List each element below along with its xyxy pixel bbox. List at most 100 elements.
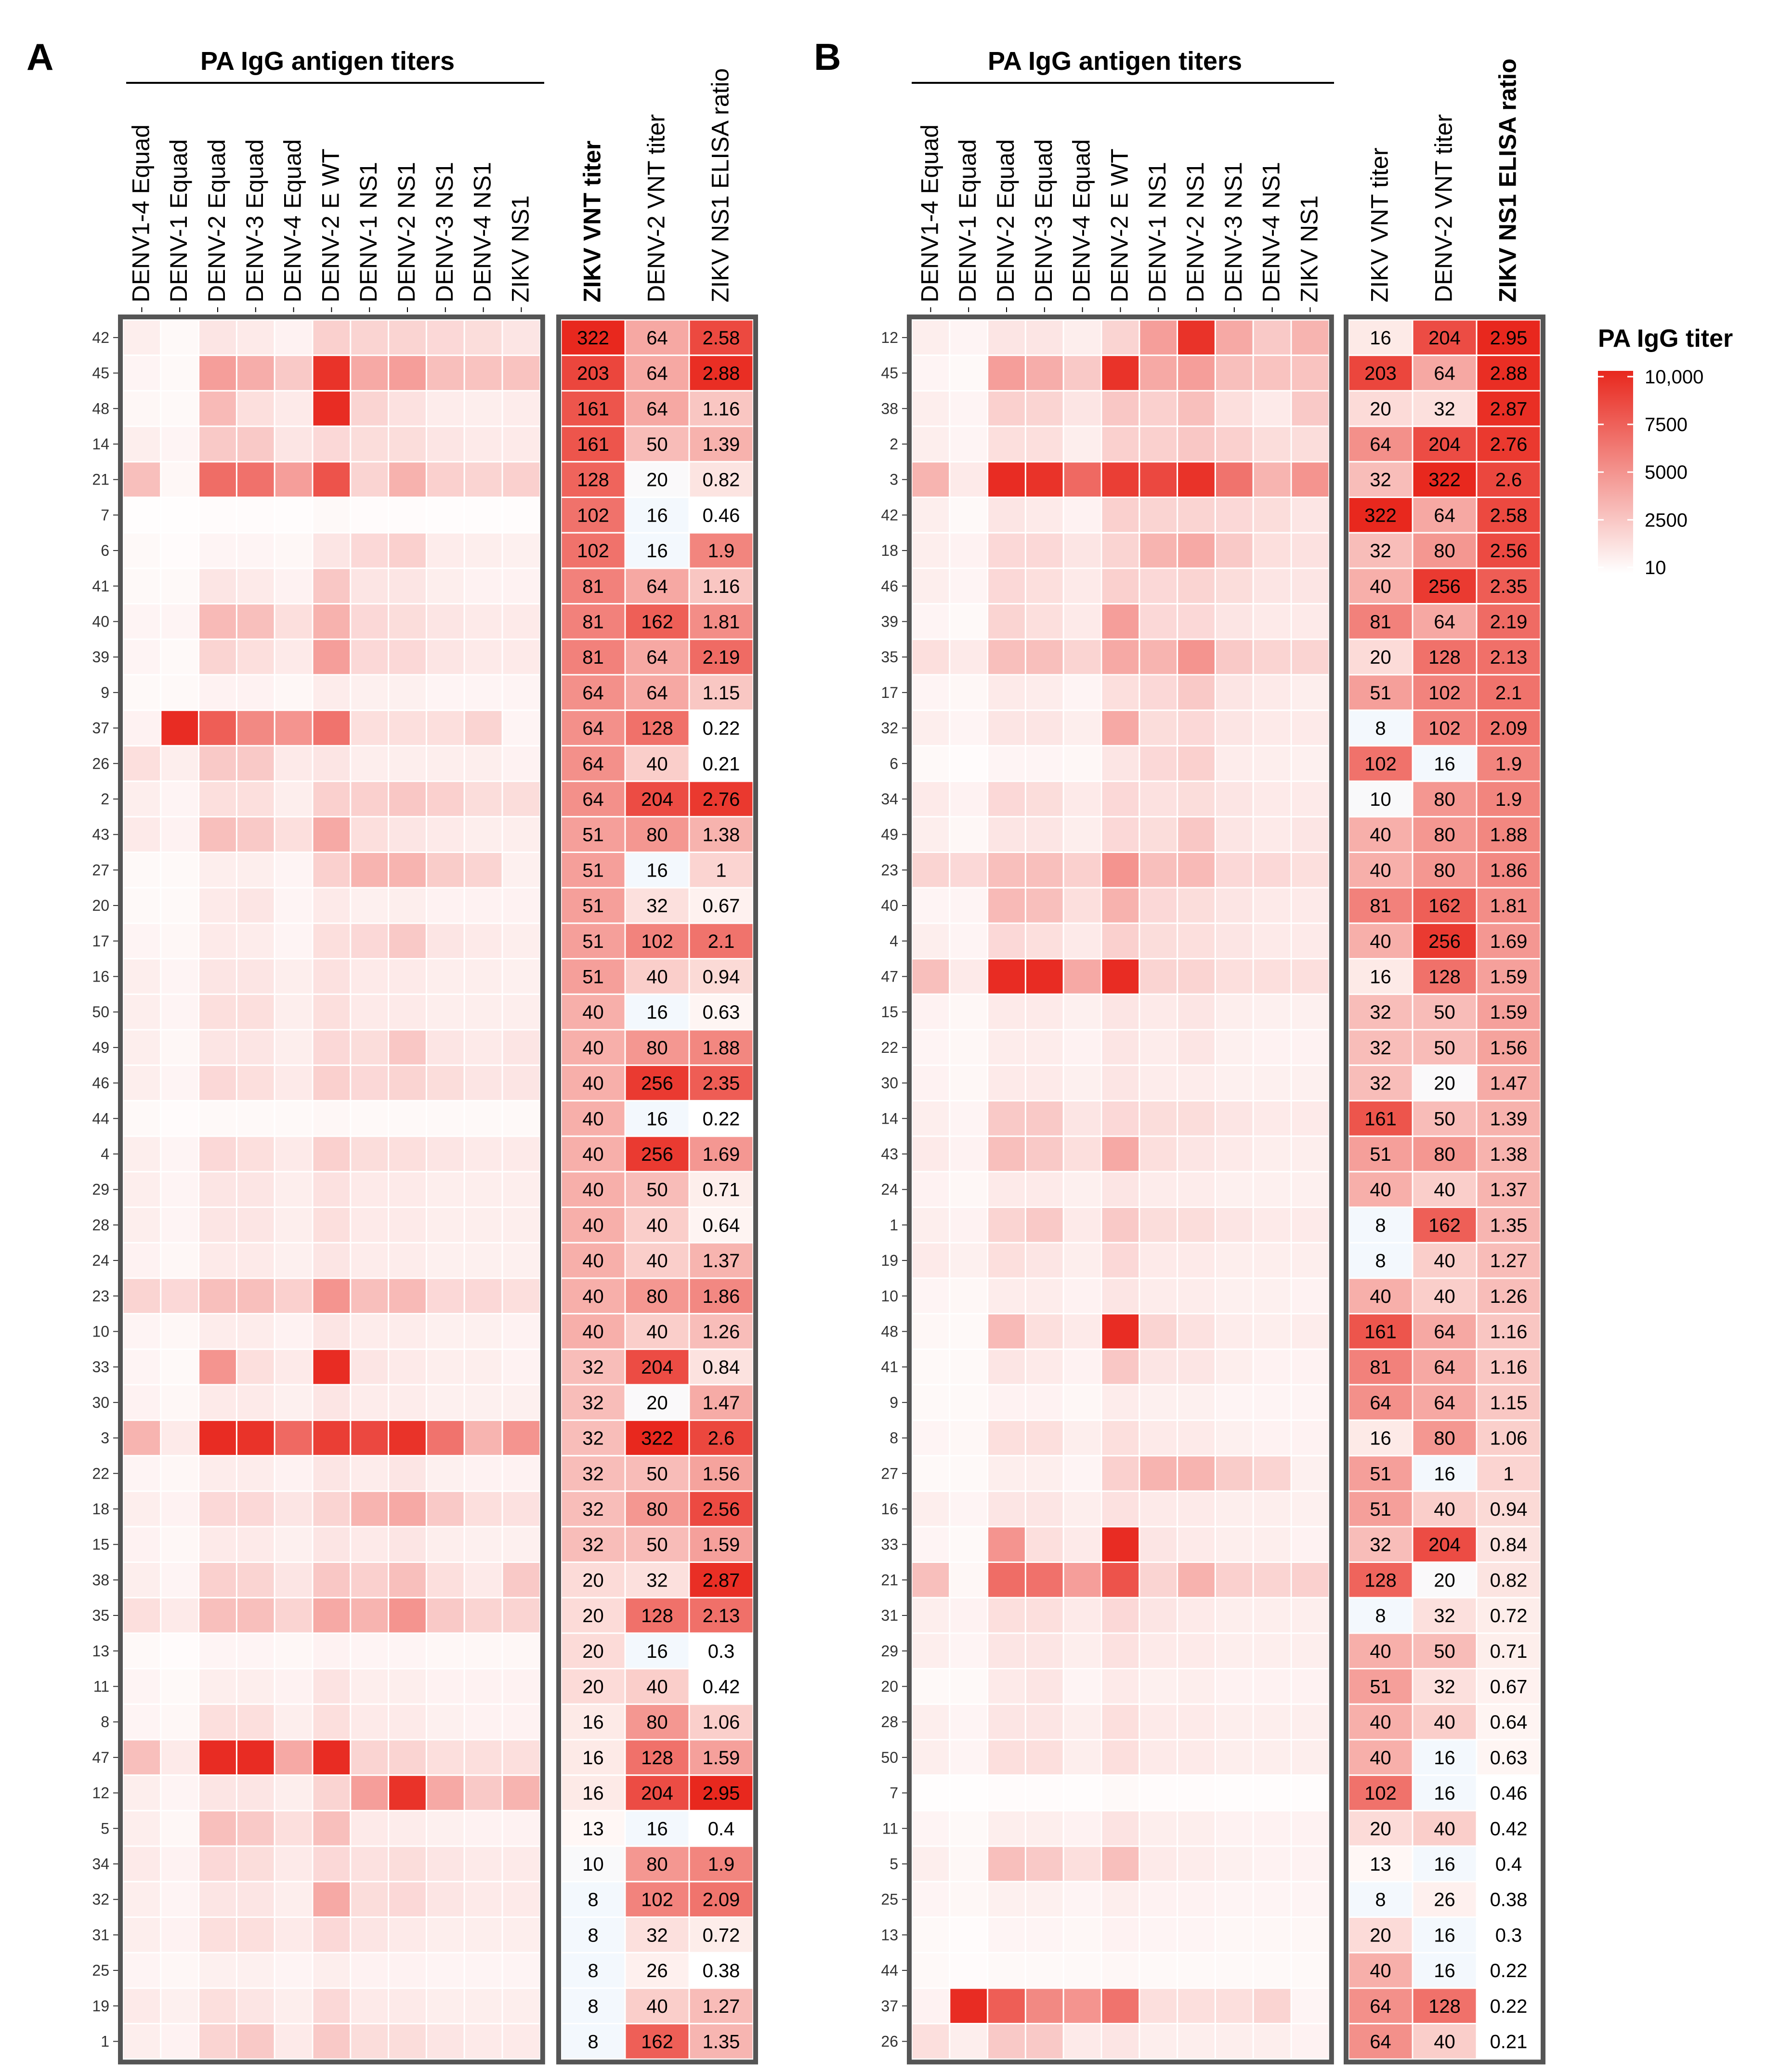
heat-cell — [388, 709, 427, 747]
table-row: 12 16 204 2.95 — [881, 319, 1542, 356]
heat-cell — [463, 1455, 503, 1492]
heat-cell — [501, 1668, 541, 1705]
heat-cell — [1177, 2023, 1216, 2060]
heat-cell — [1062, 1455, 1102, 1492]
heat-cell — [911, 709, 951, 747]
heat-cell — [463, 425, 503, 463]
metric-cell — [1348, 1632, 1414, 1670]
metric-value: 50 — [646, 1180, 668, 1201]
heat-cell — [160, 1561, 200, 1599]
heat-cell — [160, 425, 200, 463]
heat-cell — [987, 461, 1026, 498]
heat-cell — [236, 993, 275, 1031]
antigen-label: DENV-3 Equad — [1030, 139, 1057, 302]
metric-value: 50 — [646, 1463, 668, 1484]
metric-value: 51 — [582, 860, 604, 881]
heat-cell — [1252, 1774, 1292, 1811]
heat-cell — [463, 1313, 503, 1350]
metric-value: 161 — [1364, 1108, 1397, 1129]
table-row: 30 32 20 1.47 — [881, 1064, 1542, 1102]
table-row: 39 81 64 2.19 — [92, 638, 754, 676]
heat-cell — [1290, 887, 1330, 924]
heat-cell — [122, 1384, 162, 1421]
heat-cell — [425, 1135, 465, 1173]
row-id: 50 — [881, 1749, 898, 1766]
row-id: 16 — [881, 1500, 898, 1518]
row-id: 14 — [92, 435, 109, 453]
heat-cell — [1024, 1455, 1064, 1492]
heat-cell — [160, 354, 200, 392]
metric-value: 1.69 — [703, 1144, 740, 1165]
heat-cell — [350, 1171, 390, 1208]
heat-cell — [388, 1632, 427, 1670]
heat-cell — [198, 745, 237, 782]
heat-cell — [388, 958, 427, 995]
metric-cell — [1348, 1313, 1414, 1350]
heat-cell — [1177, 709, 1216, 747]
metric-cell — [1412, 1029, 1478, 1066]
heat-cell — [1062, 1526, 1102, 1563]
row-id: 11 — [882, 1820, 898, 1837]
heat-cell — [350, 1206, 390, 1244]
heat-cell — [1024, 1277, 1064, 1315]
heat-cell — [312, 425, 352, 463]
row-id: 41 — [92, 577, 109, 595]
heat-cell — [312, 638, 352, 676]
heat-cell — [463, 532, 503, 569]
metric-value: 64 — [1370, 1392, 1391, 1414]
heat-cell — [122, 1881, 162, 1918]
metric-value: 1.59 — [703, 1747, 740, 1769]
heat-cell — [312, 461, 352, 498]
table-row: 34 10 80 1.9 — [92, 1845, 754, 1883]
heat-cell — [312, 1739, 352, 1776]
table-row: 44 40 16 0.22 — [92, 1100, 754, 1137]
heat-cell — [388, 1242, 427, 1279]
heat-cell — [236, 1881, 275, 1918]
metric-cell — [688, 1881, 754, 1918]
metric-cell — [1348, 1774, 1414, 1811]
metric-value: 8 — [1375, 718, 1386, 739]
heat-cell — [198, 1064, 237, 1102]
heat-cell — [1062, 745, 1102, 782]
metric-value: 8 — [588, 1925, 598, 1946]
metric-value: 20 — [1370, 1925, 1391, 1946]
heat-cell — [350, 1242, 390, 1279]
heat-cell — [463, 319, 503, 356]
heat-cell — [350, 1526, 390, 1563]
heat-cell — [1214, 709, 1254, 747]
heat-cell — [160, 1313, 200, 1350]
metric-cell — [624, 1526, 690, 1563]
table-row: 35 20 128 2.13 — [92, 1597, 754, 1634]
metric-value: 128 — [1364, 1570, 1397, 1591]
metric-value: 40 — [582, 1215, 604, 1236]
heat-cell — [350, 461, 390, 498]
metric-value: 51 — [1370, 1676, 1391, 1697]
metric-cell — [624, 1242, 690, 1279]
heat-cell — [1290, 461, 1330, 498]
heat-cell — [949, 1029, 989, 1066]
metric-label: ZIKV VNT titer — [1366, 148, 1393, 302]
heat-cell — [388, 2023, 427, 2060]
metric-cell — [1412, 1952, 1478, 1989]
heat-cell — [1062, 1384, 1102, 1421]
heat-cell — [987, 958, 1026, 995]
metric-value: 1.06 — [703, 1712, 740, 1733]
metric-value: 80 — [646, 825, 668, 846]
heat-cell — [350, 1916, 390, 1954]
metric-value: 1.38 — [1490, 1144, 1528, 1165]
heat-cell — [274, 1987, 314, 2025]
heat-cell — [1290, 1419, 1330, 1456]
heat-cell — [1252, 1881, 1292, 1918]
heat-cell — [274, 1668, 314, 1705]
metric-value: 81 — [1370, 1357, 1391, 1378]
heat-cell — [987, 1739, 1026, 1776]
metric-value: 32 — [582, 1357, 604, 1378]
heat-cell — [987, 709, 1026, 747]
metric-value: 0.67 — [1490, 1676, 1528, 1697]
table-row: 23 40 80 1.86 — [92, 1277, 754, 1315]
heat-cell — [1139, 1987, 1178, 2025]
heat-cell — [1252, 922, 1292, 960]
heat-cell — [236, 1419, 275, 1456]
heat-cell — [122, 638, 162, 676]
